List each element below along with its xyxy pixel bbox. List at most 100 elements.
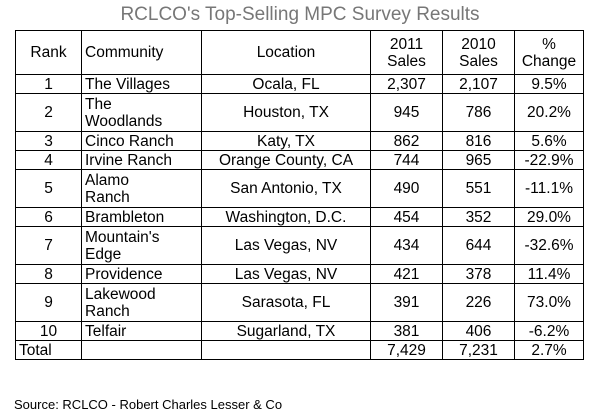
table-row: 9 Lakewood Ranch Sarasota, FL 391 226 73… — [15, 283, 584, 322]
community-cell: Lakewood Ranch — [81, 283, 202, 322]
sales-2010-cell: 786 — [442, 93, 515, 132]
table-row: 6 Brambleton Washington, D.C. 454 352 29… — [15, 207, 584, 227]
sales-2011-cell: 490 — [370, 169, 443, 208]
location-cell: Sarasota, FL — [201, 283, 371, 322]
table-row: 4 Irvine Ranch Orange County, CA 744 965… — [15, 150, 584, 170]
total-sales-2011: 7,429 — [370, 340, 443, 360]
community-line: Irvine Ranch — [85, 151, 173, 169]
change-cell: 9.5% — [514, 74, 584, 94]
community-line: Alamo — [85, 171, 129, 189]
sales-2010-cell: 816 — [442, 131, 515, 151]
community-cell: Mountain's Edge — [81, 226, 202, 265]
community-line: Woodlands — [85, 112, 163, 130]
change-cell: -22.9% — [514, 150, 584, 170]
sales-2010-cell: 2,107 — [442, 74, 515, 94]
header-change: % Change — [514, 30, 584, 75]
sales-2011-cell: 744 — [370, 150, 443, 170]
sales-2010-cell: 352 — [442, 207, 515, 227]
header-sales-2011-line2: Sales — [387, 52, 426, 70]
sales-2011-cell: 381 — [370, 321, 443, 341]
community-line: Edge — [85, 245, 122, 263]
location-cell: Las Vegas, NV — [201, 226, 371, 265]
change-cell: -11.1% — [514, 169, 584, 208]
sales-2011-cell: 862 — [370, 131, 443, 151]
rank-cell: 7 — [15, 226, 82, 265]
community-line: The Villages — [85, 75, 171, 93]
sales-2011-cell: 454 — [370, 207, 443, 227]
community-line: Brambleton — [85, 208, 165, 226]
change-cell: 20.2% — [514, 93, 584, 132]
location-cell: San Antonio, TX — [201, 169, 371, 208]
rank-cell: 6 — [15, 207, 82, 227]
change-cell: -6.2% — [514, 321, 584, 341]
community-line: Ranch — [85, 188, 130, 206]
rank-cell: 3 — [15, 131, 82, 151]
header-sales-2010: 2010 Sales — [442, 30, 515, 75]
community-cell: Brambleton — [81, 207, 202, 227]
change-cell: 73.0% — [514, 283, 584, 322]
community-cell: Irvine Ranch — [81, 150, 202, 170]
community-cell: Telfair — [81, 321, 202, 341]
header-rank: Rank — [15, 30, 82, 75]
change-cell: 11.4% — [514, 264, 584, 284]
community-line: Providence — [85, 265, 163, 283]
header-change-line1: % — [542, 35, 556, 53]
table-row: 5 Alamo Ranch San Antonio, TX 490 551 -1… — [15, 169, 584, 208]
header-sales-2011: 2011 Sales — [370, 30, 443, 75]
community-cell: Providence — [81, 264, 202, 284]
sales-2010-cell: 965 — [442, 150, 515, 170]
community-line: Ranch — [85, 302, 130, 320]
rank-cell: 4 — [15, 150, 82, 170]
community-cell: Alamo Ranch — [81, 169, 202, 208]
community-line: Cinco Ranch — [85, 132, 174, 150]
location-cell: Houston, TX — [201, 93, 371, 132]
change-cell: -32.6% — [514, 226, 584, 265]
table-row: 2 The Woodlands Houston, TX 945 786 20.2… — [15, 93, 584, 132]
rank-cell: 1 — [15, 74, 82, 94]
community-cell: The Woodlands — [81, 93, 202, 132]
rank-cell: 5 — [15, 169, 82, 208]
sales-2010-cell: 644 — [442, 226, 515, 265]
location-cell: Sugarland, TX — [201, 321, 371, 341]
rank-cell: 2 — [15, 93, 82, 132]
location-cell: Ocala, FL — [201, 74, 371, 94]
location-cell: Katy, TX — [201, 131, 371, 151]
location-cell: Washington, D.C. — [201, 207, 371, 227]
community-cell: The Villages — [81, 74, 202, 94]
table-title: RCLCO's Top-Selling MPC Survey Results — [120, 4, 480, 25]
rank-cell: 10 — [15, 321, 82, 341]
sales-2011-cell: 2,307 — [370, 74, 443, 94]
sales-2011-cell: 391 — [370, 283, 443, 322]
header-row: Rank Community Location 2011 Sales 2010 … — [15, 30, 584, 75]
change-cell: 5.6% — [514, 131, 584, 151]
header-sales-2011-line1: 2011 — [389, 35, 424, 53]
sales-2010-cell: 226 — [442, 283, 515, 322]
header-sales-2010-line1: 2010 — [461, 35, 496, 53]
header-location: Location — [201, 30, 371, 75]
survey-table: Rank Community Location 2011 Sales 2010 … — [15, 30, 584, 360]
community-cell: Cinco Ranch — [81, 131, 202, 151]
header-sales-2010-line2: Sales — [459, 52, 498, 70]
sales-2011-cell: 945 — [370, 93, 443, 132]
community-line: Mountain's — [85, 228, 160, 246]
sales-2010-cell: 406 — [442, 321, 515, 341]
rank-cell: 9 — [15, 283, 82, 322]
sales-2011-cell: 421 — [370, 264, 443, 284]
change-cell: 29.0% — [514, 207, 584, 227]
total-row: Total 7,429 7,231 2.7% — [15, 340, 584, 360]
table-row: 1 The Villages Ocala, FL 2,307 2,107 9.5… — [15, 74, 584, 94]
total-location-cell — [201, 340, 371, 360]
community-line: Telfair — [85, 322, 127, 340]
community-line: Lakewood — [85, 285, 156, 303]
source-note: Source: RCLCO - Robert Charles Lesser & … — [14, 397, 283, 412]
location-cell: Orange County, CA — [201, 150, 371, 170]
total-sales-2010: 7,231 — [442, 340, 515, 360]
table-row: 7 Mountain's Edge Las Vegas, NV 434 644 … — [15, 226, 584, 265]
table-row: 10 Telfair Sugarland, TX 381 406 -6.2% — [15, 321, 584, 341]
sales-2010-cell: 378 — [442, 264, 515, 284]
total-change: 2.7% — [514, 340, 584, 360]
sales-2010-cell: 551 — [442, 169, 515, 208]
table-row: 3 Cinco Ranch Katy, TX 862 816 5.6% — [15, 131, 584, 151]
rank-cell: 8 — [15, 264, 82, 284]
header-community: Community — [81, 30, 202, 75]
